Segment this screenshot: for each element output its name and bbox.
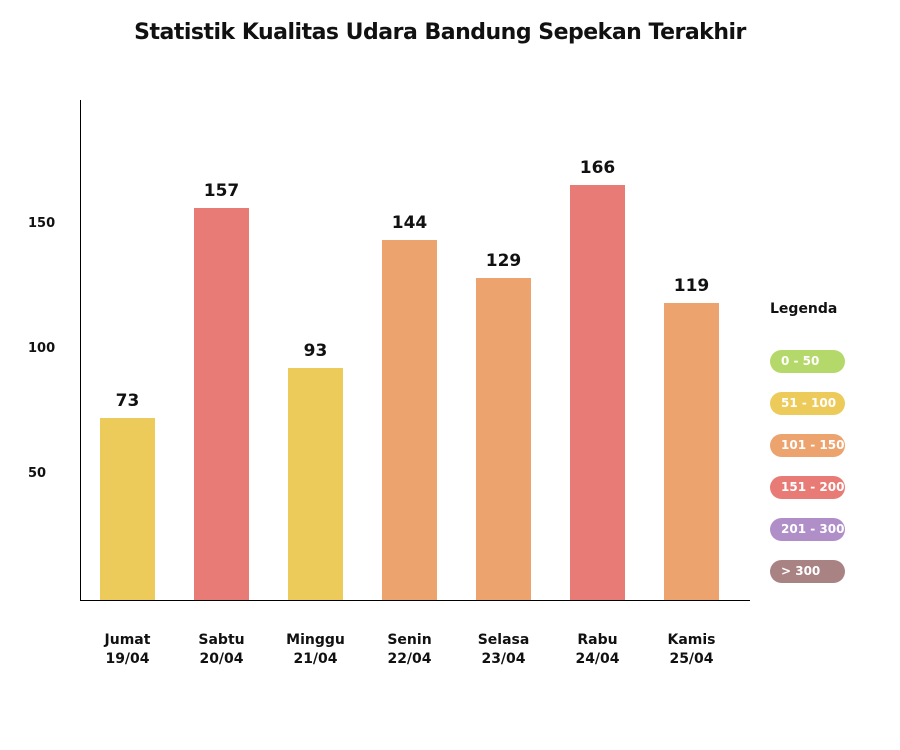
legend-item: 101 - 150 <box>770 434 845 457</box>
legend-item: > 300 <box>770 560 845 583</box>
bar <box>570 185 625 600</box>
bar-value-label: 119 <box>673 275 710 296</box>
x-tick-day: Senin <box>387 632 432 648</box>
x-tick-date: 21/04 <box>293 651 338 667</box>
x-tick-label: Kamis 25/04 <box>647 631 737 669</box>
bar-value-label: 144 <box>391 213 428 233</box>
bar-value-label: 157 <box>203 180 240 201</box>
x-tick-date: 19/04 <box>105 651 150 667</box>
legend-item: 201 - 300 <box>770 518 845 541</box>
x-tick-date: 23/04 <box>481 651 526 667</box>
y-tick-label: 150 <box>28 216 56 231</box>
x-tick-label: Minggu 21/04 <box>271 631 361 669</box>
x-tick-label: Rabu 24/04 <box>553 631 643 669</box>
bar-value-label: 166 <box>579 158 616 178</box>
x-tick-day: Jumat <box>104 632 151 648</box>
x-tick-date: 20/04 <box>199 651 244 667</box>
x-tick-day: Rabu <box>577 632 618 648</box>
x-tick-day: Kamis <box>667 632 716 648</box>
x-tick-label: Jumat 19/04 <box>83 631 173 669</box>
x-axis-line <box>80 600 750 601</box>
bar-value-label: 73 <box>115 390 140 411</box>
x-tick-date: 22/04 <box>387 651 432 667</box>
legend-title: Legenda <box>770 301 838 317</box>
x-tick-day: Selasa <box>477 632 530 648</box>
legend-item: 51 - 100 <box>770 392 845 415</box>
bar <box>288 367 343 600</box>
chart-title: Statistik Kualitas Udara Bandung Sepekan… <box>134 20 746 45</box>
y-tick-label: 50 <box>28 466 47 481</box>
bar <box>664 302 719 600</box>
bar <box>476 277 531 600</box>
x-tick-label: Sabtu 20/04 <box>177 631 267 669</box>
x-tick-day: Sabtu <box>198 632 245 648</box>
x-tick-label: Senin 22/04 <box>365 631 455 669</box>
y-tick-label: 100 <box>28 341 56 356</box>
bar <box>194 207 249 600</box>
x-tick-label: Selasa 23/04 <box>459 631 549 669</box>
x-tick-day: Minggu <box>286 632 345 648</box>
y-axis-line <box>80 100 81 600</box>
bar-value-label: 93 <box>303 340 328 361</box>
bar <box>100 417 155 600</box>
legend-item: 151 - 200 <box>770 476 845 499</box>
x-tick-date: 25/04 <box>669 651 714 667</box>
x-tick-date: 24/04 <box>575 651 620 667</box>
bar-value-label: 129 <box>485 250 522 271</box>
legend-item: 0 - 50 <box>770 350 845 373</box>
bar <box>382 240 437 600</box>
